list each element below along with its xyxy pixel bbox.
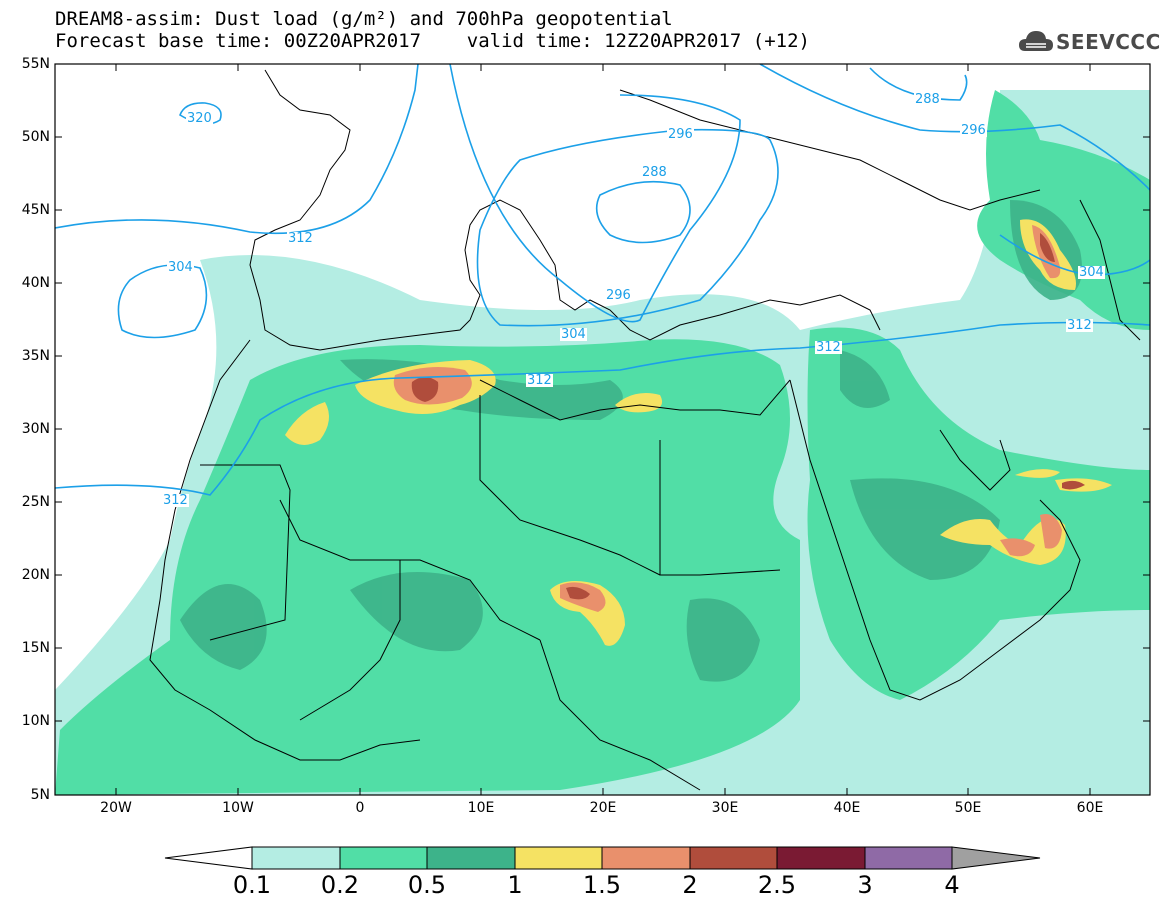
lon-label-10e: 10E — [467, 800, 495, 816]
colorbar-label: 2 — [682, 871, 698, 899]
lat-label-55n: 55N — [21, 56, 50, 72]
colorbar-label: 4 — [944, 871, 960, 899]
contour-label: 304 — [560, 327, 587, 342]
lon-ticks — [115, 64, 1091, 795]
colorbar-segment-2-2.5 — [689, 846, 778, 870]
lon-label-20w: 20W — [100, 800, 132, 816]
lat-label-30n: 30N — [21, 421, 50, 437]
lat-label-35n: 35N — [21, 348, 50, 364]
colorbar-segment-1-1.5 — [514, 846, 603, 870]
colorbar-segment-above-4 — [951, 846, 1041, 870]
lon-label-60e: 60E — [1076, 800, 1104, 816]
contour-label: 288 — [641, 165, 668, 180]
lat-label-45n: 45N — [21, 202, 50, 218]
lon-label-10w: 10W — [222, 800, 254, 816]
contour-label: 304 — [167, 260, 194, 275]
map-title: DREAM8-assim: Dust load (g/m²) and 700hP… — [55, 8, 673, 30]
seevccc-logo: SEEVCCC — [1018, 27, 1161, 57]
logo-text: SEEVCCC — [1056, 30, 1161, 54]
lat-label-10n: 10N — [21, 713, 50, 729]
lat-label-20n: 20N — [21, 567, 50, 583]
lon-label-20e: 20E — [589, 800, 617, 816]
colorbar-label: 1 — [507, 871, 523, 899]
lon-label-40e: 40E — [833, 800, 861, 816]
contour-label: 304 — [1078, 265, 1105, 280]
lat-label-50n: 50N — [21, 129, 50, 145]
lat-label-25n: 25N — [21, 494, 50, 510]
colorbar-segment-1.5-2 — [601, 846, 691, 870]
colorbar-label: 3 — [857, 871, 873, 899]
contour-label: 312 — [526, 373, 553, 388]
colorbar-label: 0.5 — [407, 871, 447, 899]
cloud-logo-icon — [1019, 31, 1053, 51]
dust-layer-2 — [411, 233, 1085, 600]
colorbar-segment-2.5-3 — [776, 846, 866, 870]
contour-label: 312 — [287, 231, 314, 246]
lat-label-5n: 5N — [30, 787, 50, 803]
lat-ticks — [55, 63, 1150, 796]
lat-label-40n: 40N — [21, 275, 50, 291]
lon-label-0: 0 — [355, 800, 365, 816]
colorbar-segment-3-4 — [864, 846, 953, 870]
contour-label: 296 — [605, 288, 632, 303]
contour-label: 312 — [815, 340, 842, 355]
lon-label-30e: 30E — [711, 800, 739, 816]
contour-label: 320 — [186, 111, 213, 126]
colorbar-label: 1.5 — [582, 871, 622, 899]
colorbar-segment-0.2-0.5 — [339, 846, 428, 870]
contour-label: 288 — [914, 92, 941, 107]
lon-label-50e: 50E — [954, 800, 982, 816]
coastlines — [149, 69, 1141, 791]
contour-label: 312 — [1066, 318, 1093, 333]
colorbar-label: 0.2 — [320, 871, 360, 899]
forecast-time-line: Forecast base time: 00Z20APR2017 valid t… — [55, 30, 810, 52]
lat-label-15n: 15N — [21, 640, 50, 656]
contour-label: 296 — [960, 123, 987, 138]
colorbar-segment-below-0.1 — [164, 846, 253, 870]
colorbar — [164, 846, 1041, 870]
colorbar-segment-0.1-0.2 — [251, 846, 341, 870]
contour-label: 296 — [667, 127, 694, 142]
colorbar-label: 2.5 — [757, 871, 797, 899]
colorbar-label: 0.1 — [232, 871, 272, 899]
colorbar-segment-0.5-1 — [426, 846, 516, 870]
contour-label: 312 — [162, 493, 189, 508]
